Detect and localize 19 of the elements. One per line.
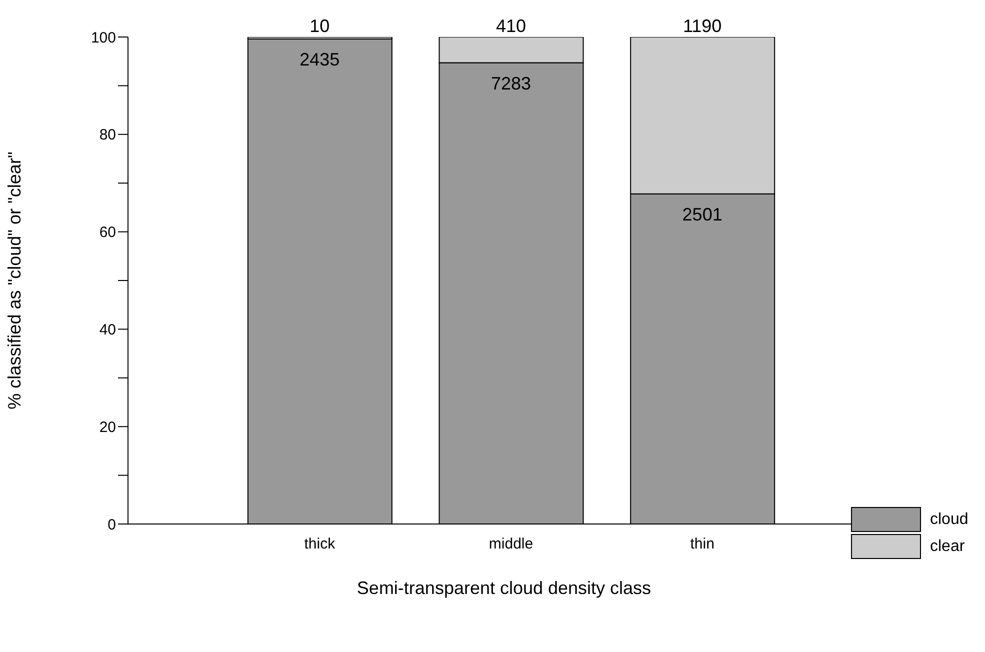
y-tick-label: 100 — [90, 29, 116, 46]
annotation: 7283 — [490, 74, 532, 94]
annotation: 2501 — [682, 204, 722, 225]
y-tick-label: 20 — [99, 418, 116, 436]
annotation: 2435 — [300, 50, 340, 70]
x-tick-label: thick — [304, 536, 336, 553]
y-axis-title: % classified as "cloud" or "clear" — [4, 152, 24, 410]
annotation: 410 — [496, 16, 526, 36]
legend-label: clear — [930, 538, 965, 556]
annotation: 10 — [310, 16, 330, 36]
x-axis-title: Semi-transparent cloud density class — [356, 578, 652, 598]
y-tick-label: 60 — [99, 224, 116, 242]
y-tick-label: 80 — [99, 126, 116, 144]
y-tick-label: 0 — [108, 516, 116, 534]
x-tick-label: middle — [488, 536, 534, 553]
annotation: 1190 — [682, 16, 722, 36]
legend-label: cloud — [930, 510, 968, 528]
y-tick-label: 40 — [99, 322, 116, 339]
x-tick-label: thin — [690, 536, 714, 553]
